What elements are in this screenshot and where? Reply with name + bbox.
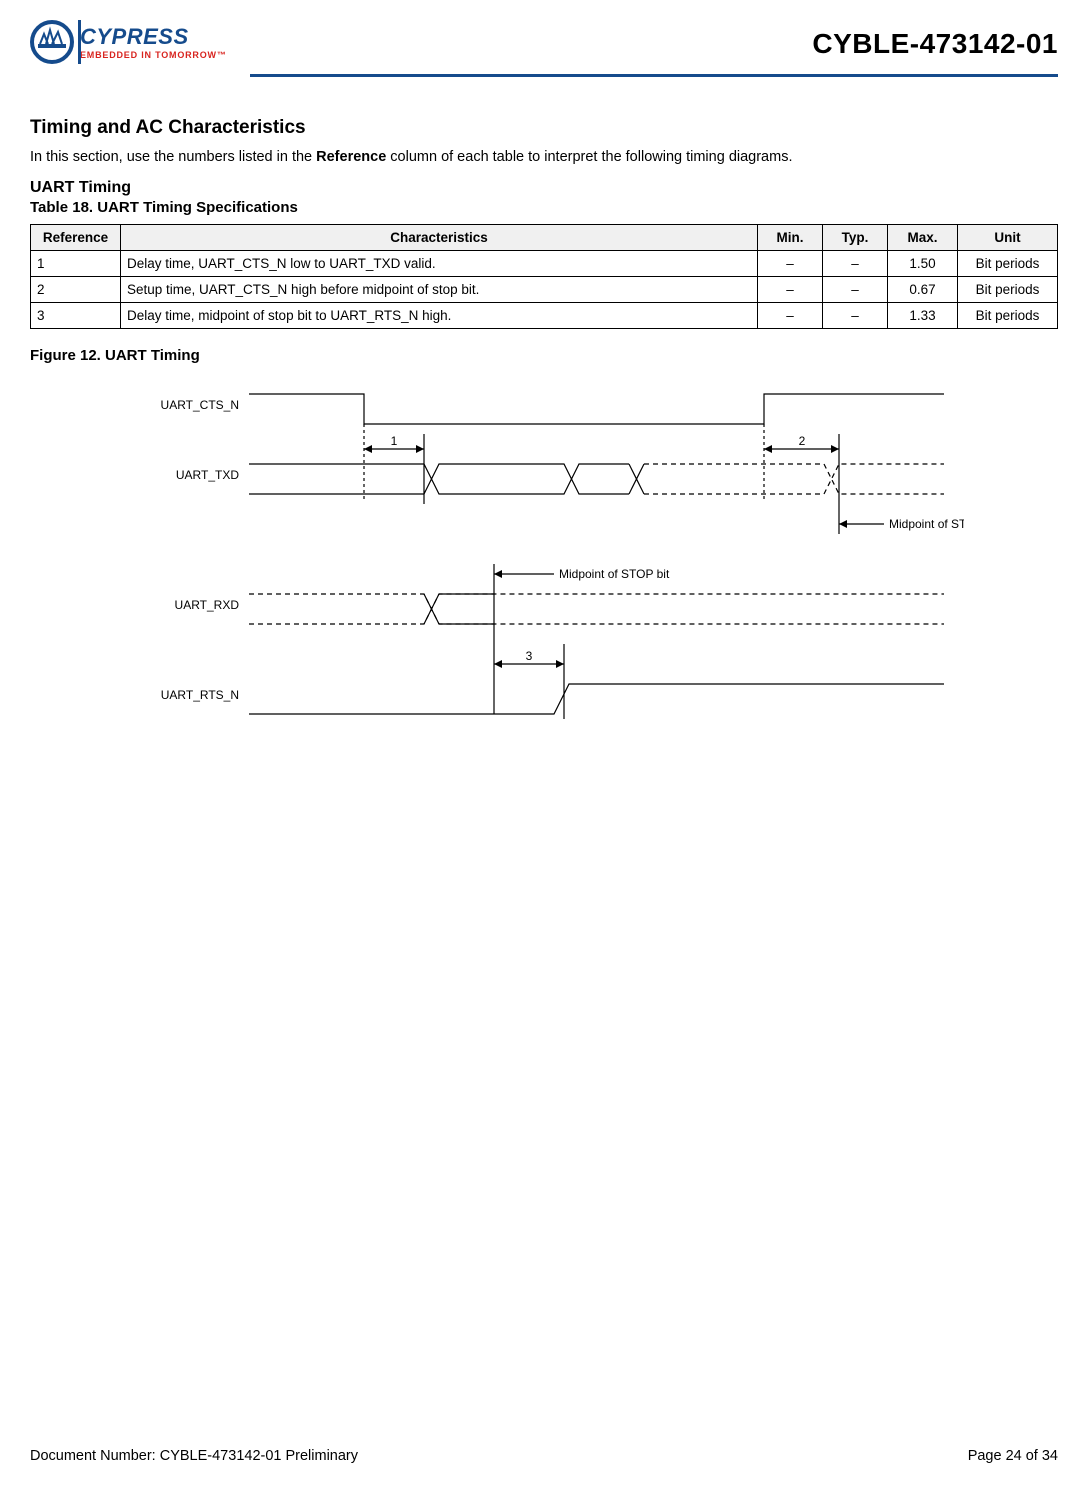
part-number: CYBLE-473142-01 [812, 20, 1058, 60]
header-rule [250, 74, 1058, 77]
table-row: 1 Delay time, UART_CTS_N low to UART_TXD… [31, 251, 1058, 277]
cell-unit: Bit periods [958, 251, 1058, 277]
page-number: Page 24 of 34 [968, 1448, 1058, 1464]
page-header: CYPRESS EMBEDDED IN TOMORROW™ CYBLE-4731… [30, 20, 1058, 70]
th-min: Min. [758, 225, 823, 251]
dim-label-2: 2 [799, 434, 806, 448]
logo-brand-text: CYPRESS [80, 24, 189, 49]
cell-min: – [758, 251, 823, 277]
intro-suffix: column of each table to interpret the fo… [386, 149, 792, 165]
th-max: Max. [888, 225, 958, 251]
th-unit: Unit [958, 225, 1058, 251]
cell-min: – [758, 303, 823, 329]
cell-max: 0.67 [888, 277, 958, 303]
spec-table: Reference Characteristics Min. Typ. Max.… [30, 224, 1058, 329]
intro-paragraph: In this section, use the numbers listed … [30, 149, 1058, 165]
table-row: 3 Delay time, midpoint of stop bit to UA… [31, 303, 1058, 329]
sig-label-txd: UART_TXD [176, 468, 239, 482]
uart-timing-diagram: UART_CTS_N UART_TXD UART_RXD UART_RTS_N [124, 374, 964, 774]
cell-unit: Bit periods [958, 277, 1058, 303]
section-title: Timing and AC Characteristics [30, 117, 1058, 139]
table-row: 2 Setup time, UART_CTS_N high before mid… [31, 277, 1058, 303]
cell-ref: 3 [31, 303, 121, 329]
cell-typ: – [823, 277, 888, 303]
cell-typ: – [823, 303, 888, 329]
th-characteristics: Characteristics [121, 225, 758, 251]
logo-tagline-text: EMBEDDED IN TOMORROW™ [80, 50, 227, 60]
th-reference: Reference [31, 225, 121, 251]
page-footer: Document Number: CYBLE-473142-01 Prelimi… [30, 1448, 1058, 1464]
doc-number: Document Number: CYBLE-473142-01 Prelimi… [30, 1448, 358, 1464]
intro-prefix: In this section, use the numbers listed … [30, 149, 316, 165]
sub-title: UART Timing [30, 179, 1058, 197]
cell-char: Setup time, UART_CTS_N high before midpo… [121, 277, 758, 303]
cell-char: Delay time, UART_CTS_N low to UART_TXD v… [121, 251, 758, 277]
cypress-logo-icon: CYPRESS EMBEDDED IN TOMORROW™ [30, 20, 240, 70]
sig-label-rts: UART_RTS_N [161, 688, 239, 702]
logo-block: CYPRESS EMBEDDED IN TOMORROW™ [30, 20, 240, 70]
th-typ: Typ. [823, 225, 888, 251]
cell-max: 1.33 [888, 303, 958, 329]
table-caption: Table 18. UART Timing Specifications [30, 199, 1058, 216]
cell-max: 1.50 [888, 251, 958, 277]
sig-label-cts: UART_CTS_N [161, 398, 239, 412]
cell-typ: – [823, 251, 888, 277]
midpoint-label-upper: Midpoint of STOP bit [889, 517, 964, 531]
table-header-row: Reference Characteristics Min. Typ. Max.… [31, 225, 1058, 251]
intro-bold: Reference [316, 149, 386, 165]
cell-ref: 1 [31, 251, 121, 277]
cell-ref: 2 [31, 277, 121, 303]
dim-label-3: 3 [526, 649, 533, 663]
midpoint-label-lower: Midpoint of STOP bit [559, 567, 670, 581]
cell-min: – [758, 277, 823, 303]
timing-diagram-container: UART_CTS_N UART_TXD UART_RXD UART_RTS_N [30, 374, 1058, 774]
cell-char: Delay time, midpoint of stop bit to UART… [121, 303, 758, 329]
sig-label-rxd: UART_RXD [175, 598, 240, 612]
cell-unit: Bit periods [958, 303, 1058, 329]
figure-caption: Figure 12. UART Timing [30, 347, 1058, 364]
dim-label-1: 1 [391, 434, 398, 448]
